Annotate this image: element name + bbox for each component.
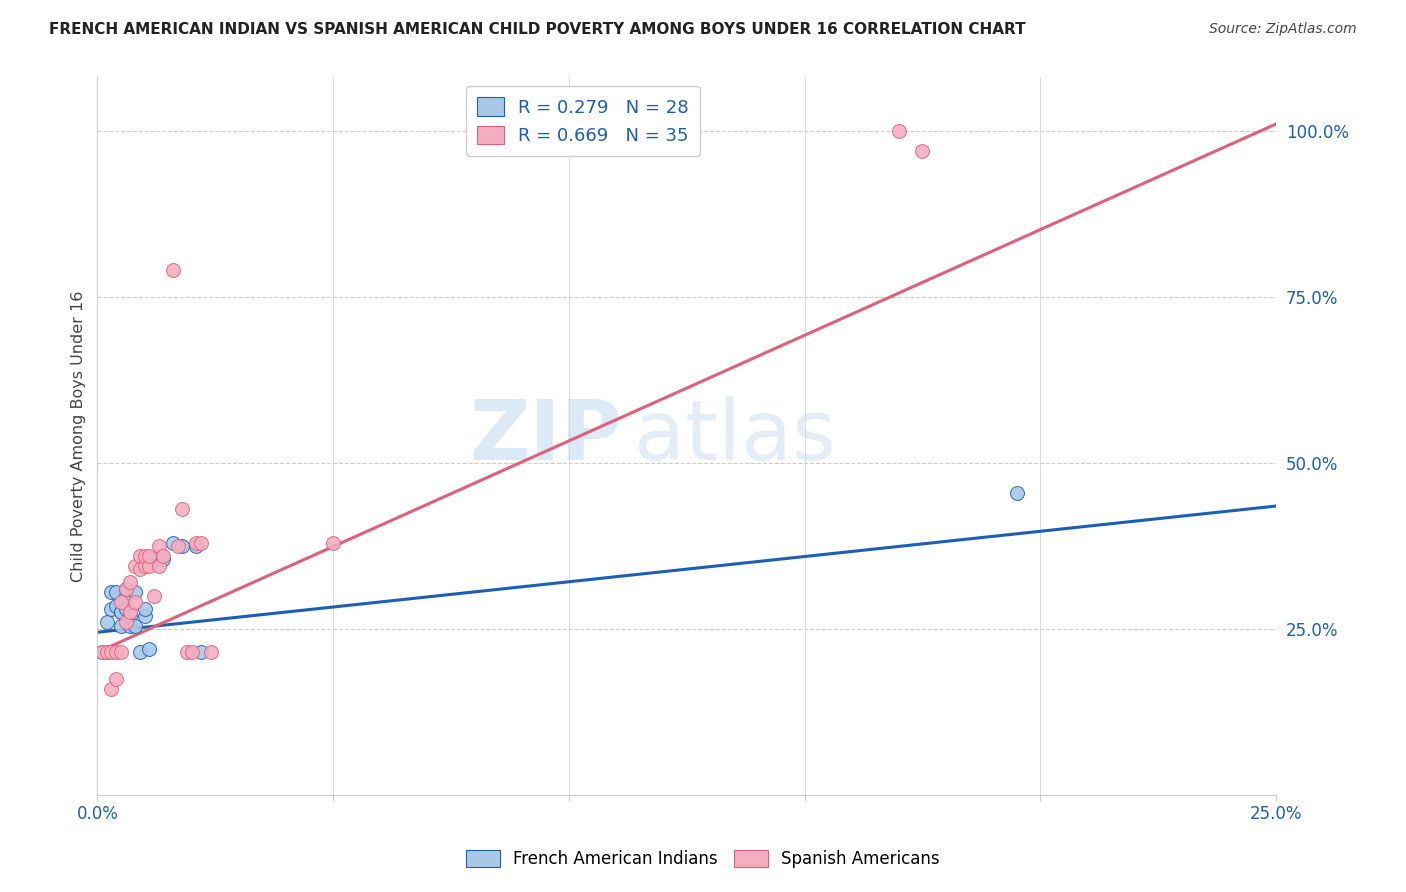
Point [180,645,202,659]
Point [114,582,136,596]
Point [142,589,165,603]
Point [148,539,170,553]
Point [128,549,150,563]
Point [110,618,132,632]
Point [190,535,212,549]
Point [176,645,198,659]
Point [124,595,146,609]
Text: Source: ZipAtlas.com: Source: ZipAtlas.com [1209,22,1357,37]
Legend: French American Indians, Spanish Americans: French American Indians, Spanish America… [460,843,946,875]
Point [134,608,156,623]
Point [120,618,142,632]
Point [162,535,184,549]
Point [148,549,170,563]
Y-axis label: Child Poverty Among Boys Under 16: Child Poverty Among Boys Under 16 [72,291,86,582]
Point [142,552,165,566]
Point [100,585,122,599]
Point [114,602,136,616]
Point [114,615,136,630]
Point [134,602,156,616]
Point [124,585,146,599]
Point [138,641,160,656]
Point [148,558,170,573]
Point [152,549,174,563]
Text: ZIP: ZIP [470,396,621,476]
Point [186,535,208,549]
Point [100,645,122,659]
Point [96,615,118,630]
Point [91,645,114,659]
Point [128,562,150,576]
Point [124,558,146,573]
Point [105,672,128,686]
Point [911,144,934,158]
Text: FRENCH AMERICAN INDIAN VS SPANISH AMERICAN CHILD POVERTY AMONG BOYS UNDER 16 COR: FRENCH AMERICAN INDIAN VS SPANISH AMERIC… [49,22,1026,37]
Point [110,595,132,609]
Point [120,605,142,619]
Point [128,645,150,659]
Point [162,263,184,277]
Point [138,549,160,563]
Point [152,552,174,566]
Point [114,582,136,596]
Point [110,645,132,659]
Point [100,681,122,696]
Point [887,123,910,137]
Text: atlas: atlas [634,396,835,476]
Point [186,539,208,553]
Point [322,535,344,549]
Point [172,502,194,516]
Point [166,539,188,553]
Point [100,602,122,616]
Point [190,645,212,659]
Point [114,589,136,603]
Point [120,575,142,590]
Point [110,605,132,619]
Point [120,608,142,623]
Point [96,645,118,659]
Point [134,549,156,563]
Point [200,645,222,659]
Point [134,558,156,573]
Point [105,645,128,659]
Legend: R = 0.279   N = 28, R = 0.669   N = 35: R = 0.279 N = 28, R = 0.669 N = 35 [465,87,700,156]
Point [105,585,128,599]
Point [91,645,114,659]
Point [172,539,194,553]
Point [124,618,146,632]
Point [110,605,132,619]
Point [138,558,160,573]
Point [1005,485,1028,500]
Point [105,599,128,613]
